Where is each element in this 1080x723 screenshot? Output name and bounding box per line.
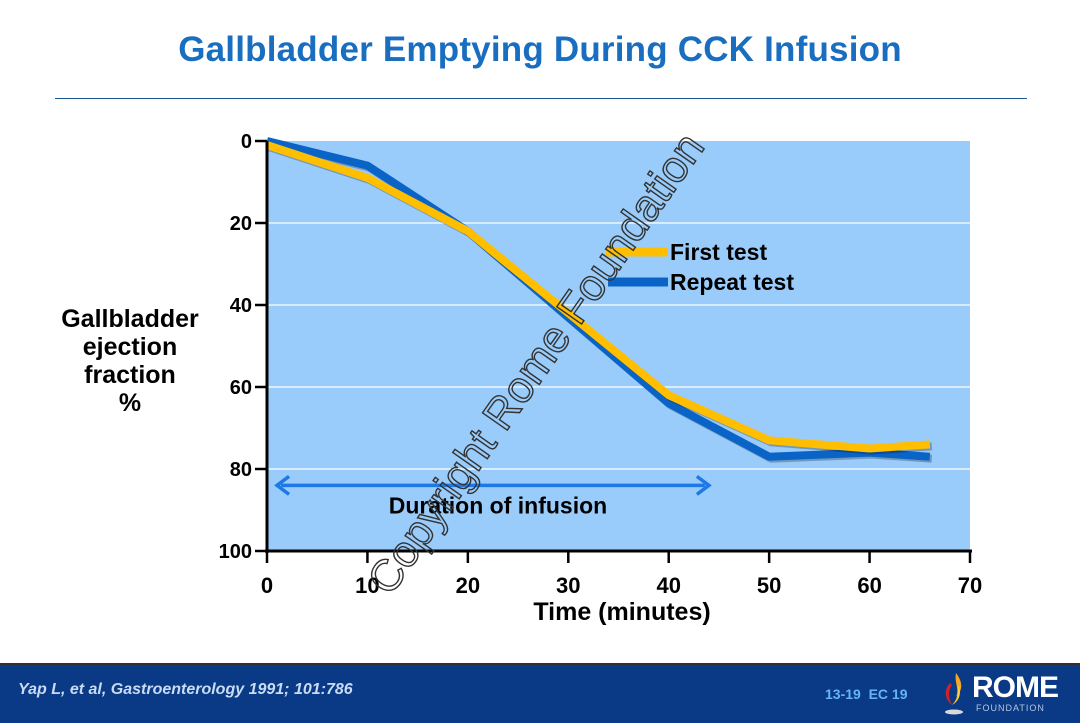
y-tick-label: 60 — [230, 377, 252, 399]
x-tick-label: 30 — [556, 573, 580, 598]
y-axis-label-line: Gallbladder — [40, 305, 220, 333]
y-tick-label: 0 — [241, 131, 252, 153]
y-axis-label-line: fraction — [40, 361, 220, 389]
footer-bar: Yap L, et al, Gastroenterology 1991; 101… — [0, 663, 1080, 723]
logo-subtitle: FOUNDATION — [976, 703, 1045, 713]
logo-word: ROME — [972, 671, 1058, 705]
slide-number: 13-19 EC 19 — [825, 686, 908, 702]
y-tick-label: 80 — [230, 459, 252, 481]
y-axis-label-line: % — [40, 389, 220, 417]
x-tick-label: 0 — [261, 573, 273, 598]
x-axis-label: Time (minutes) — [533, 598, 710, 626]
y-axis-label-line: ejection — [40, 333, 220, 361]
y-tick-label: 40 — [230, 295, 252, 317]
legend-label-first-test: First test — [670, 239, 767, 265]
x-tick-label: 40 — [656, 573, 680, 598]
y-tick-label: 20 — [230, 213, 252, 235]
x-tick-label: 60 — [857, 573, 881, 598]
citation: Yap L, et al, Gastroenterology 1991; 101… — [18, 681, 353, 699]
x-tick-label: 20 — [456, 573, 480, 598]
x-tick-label: 70 — [958, 573, 982, 598]
x-tick-label: 50 — [757, 573, 781, 598]
y-axis-label: Gallbladder ejection fraction % — [40, 305, 220, 417]
y-tick-label: 100 — [219, 541, 252, 563]
legend-label-repeat-test: Repeat test — [670, 269, 794, 295]
rome-foundation-logo: ROME FOUNDATION — [940, 673, 1070, 717]
flame-icon — [940, 671, 970, 717]
